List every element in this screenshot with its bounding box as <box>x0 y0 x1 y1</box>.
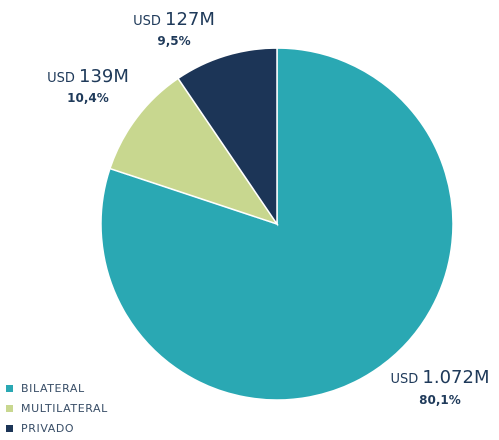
value-label-bilateral: USD 1.072M <box>391 367 490 388</box>
percent-label-privado: 9,5% <box>157 34 190 48</box>
value-label-amount-multilateral: 139M <box>79 66 129 87</box>
legend-swatch-bilateral <box>6 384 13 392</box>
legend-item-privado: PRIVADO <box>6 418 108 438</box>
value-label-multilateral: USD 139M <box>47 66 129 87</box>
legend-label-multilateral: MULTILATERAL <box>21 401 108 415</box>
value-label-currency-bilateral: USD <box>391 372 423 387</box>
value-label-privado: USD 127M <box>133 9 215 30</box>
legend-swatch-privado <box>6 424 13 432</box>
percent-label-multilateral: 10,4% <box>67 91 109 105</box>
legend-item-multilateral: MULTILATERAL <box>6 398 108 418</box>
percent-label-bilateral: 80,1% <box>419 393 461 407</box>
legend-swatch-multilateral <box>6 404 13 412</box>
pie-slice-multilateral <box>109 77 279 226</box>
legend: BILATERAL MULTILATERAL PRIVADO <box>6 378 108 438</box>
legend-label-privado: PRIVADO <box>21 421 75 435</box>
value-label-amount-bilateral: 1.072M <box>422 367 489 388</box>
value-label-currency-multilateral: USD <box>47 71 79 86</box>
legend-label-bilateral: BILATERAL <box>21 381 85 395</box>
value-label-currency-privado: USD <box>133 14 165 29</box>
pie-slice-privado <box>177 47 278 227</box>
legend-item-bilateral: BILATERAL <box>6 378 108 398</box>
pie-slice-bilateral <box>100 47 454 401</box>
value-label-amount-privado: 127M <box>165 9 215 30</box>
